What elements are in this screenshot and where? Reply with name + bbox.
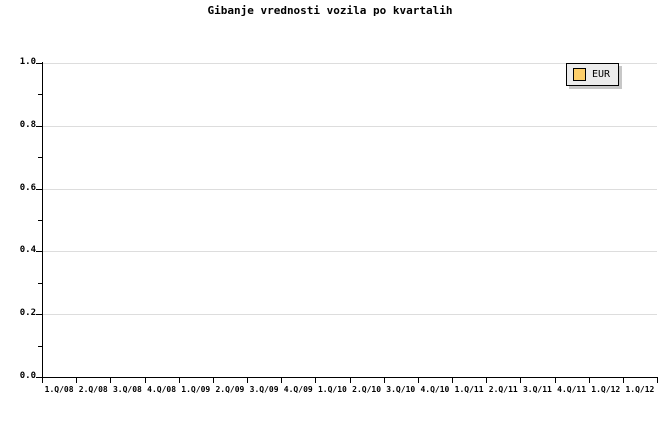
legend-swatch-eur: [573, 68, 586, 81]
x-axis-label: 1.Q/11: [454, 385, 484, 394]
x-axis-tick: [110, 378, 111, 383]
y-axis-label: 0.6: [19, 182, 36, 193]
y-axis-tick-major: [36, 188, 42, 190]
x-axis-tick: [247, 378, 248, 383]
x-axis-tick: [520, 378, 521, 383]
x-axis-tick: [213, 378, 214, 383]
x-axis-tick: [657, 378, 658, 383]
y-axis-tick-major: [36, 314, 42, 316]
x-axis-label: 4.Q/08: [147, 385, 177, 394]
x-axis-label: 4.Q/11: [557, 385, 587, 394]
x-axis-label: 2.Q/11: [488, 385, 518, 394]
y-axis-tick-minor: [38, 345, 42, 347]
x-axis-tick: [145, 378, 146, 383]
y-axis-tick-major: [36, 251, 42, 253]
y-axis-tick-minor: [38, 282, 42, 284]
x-axis-tick: [281, 378, 282, 383]
y-axis-line: [42, 62, 43, 378]
x-axis-tick: [76, 378, 77, 383]
gridline: [42, 63, 657, 64]
gridline: [42, 314, 657, 316]
x-axis-label: 1.Q/08: [44, 385, 74, 394]
y-axis-tick-minor: [38, 157, 42, 159]
y-axis-label: 0.0: [19, 371, 36, 381]
x-axis-line: [42, 377, 658, 378]
x-axis-tick: [179, 378, 180, 383]
y-axis-tick-minor: [38, 94, 42, 96]
x-axis-label: 4.Q/10: [420, 385, 450, 394]
x-axis-tick: [555, 378, 556, 383]
x-axis-label: 2.Q/08: [78, 385, 108, 394]
x-axis-label: 1.Q/12: [591, 385, 621, 394]
plot-area: [42, 63, 657, 377]
x-axis-label: 3.Q/10: [386, 385, 416, 394]
x-axis-label: 3.Q/11: [522, 385, 552, 394]
legend-label-eur: EUR: [592, 69, 611, 80]
x-axis-label: 2.Q/10: [352, 385, 382, 394]
gridline: [42, 125, 657, 127]
y-axis-label: 0.2: [19, 308, 36, 319]
y-axis-tick-major: [36, 125, 42, 127]
x-axis-label: 4.Q/09: [283, 385, 313, 394]
x-axis-tick: [350, 378, 351, 383]
x-axis-label: 2.Q/09: [215, 385, 245, 394]
x-axis-tick: [623, 378, 624, 383]
y-axis-label: 0.4: [19, 245, 36, 256]
y-axis-label: 1.0: [19, 57, 36, 67]
y-axis-tick-minor: [38, 220, 42, 221]
x-axis-tick: [418, 378, 419, 383]
y-axis-labels: 0.0 0.2 0.4 0.6 0.8 1.0: [0, 0, 36, 440]
y-axis-tick-major: [36, 63, 42, 64]
x-axis-label: 1.Q/09: [181, 385, 211, 394]
x-axis-label: 1.Q/10: [317, 385, 347, 394]
x-axis-tick: [486, 378, 487, 383]
x-axis-tick: [315, 378, 316, 383]
x-axis-label: 1.Q/12: [625, 385, 655, 394]
x-axis-label: 3.Q/09: [249, 385, 279, 394]
x-axis-tick: [42, 378, 43, 383]
y-axis-label: 0.8: [19, 119, 36, 130]
y-axis-tick-major: [36, 377, 42, 378]
chart-title: Gibanje vrednosti vozila po kvartalih: [207, 4, 453, 17]
x-axis-tick: [384, 378, 385, 383]
chart-legend[interactable]: EUR: [566, 63, 620, 86]
x-axis-tick: [589, 378, 590, 383]
gridline: [42, 188, 657, 190]
x-axis-label: 3.Q/08: [112, 385, 142, 394]
gridline: [42, 251, 657, 253]
x-axis-tick: [452, 378, 453, 383]
